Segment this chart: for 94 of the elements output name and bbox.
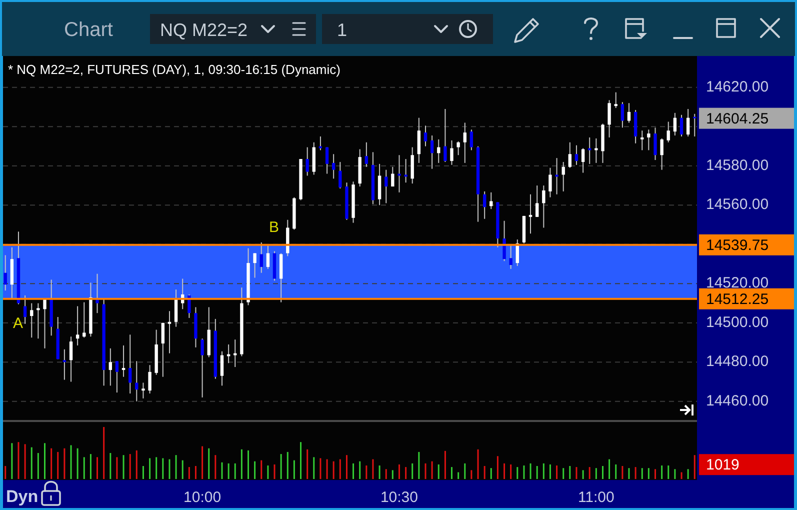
candlestick	[364, 142, 368, 168]
candlestick	[594, 138, 598, 164]
text: 14604.25	[706, 110, 769, 127]
candlestick	[444, 108, 447, 162]
x-tick-label: 11:00	[578, 488, 614, 506]
x-tick-label: 10:00	[184, 488, 222, 506]
candlestick	[673, 112, 677, 136]
candlestick	[693, 113, 696, 137]
candlestick	[253, 252, 256, 278]
candlestick	[482, 190, 486, 220]
candlestick	[581, 148, 585, 174]
candlestick	[174, 289, 178, 328]
text: NQ M22=2	[160, 20, 248, 40]
candlestick	[437, 138, 440, 164]
candlestick	[542, 185, 546, 228]
candlestick	[608, 100, 611, 138]
candlestick	[490, 192, 493, 210]
candlestick	[654, 127, 657, 160]
candlestick	[108, 348, 112, 386]
candlestick	[4, 254, 7, 291]
candlestick	[424, 125, 428, 147]
candlestick	[23, 294, 27, 324]
candlestick	[62, 348, 66, 380]
candlestick	[620, 102, 624, 128]
candlestick	[398, 154, 401, 193]
candlestick	[82, 302, 86, 338]
candlestick	[161, 322, 165, 378]
candlestick	[647, 129, 650, 151]
x-tick-label: 10:30	[380, 488, 418, 506]
candlestick	[456, 140, 460, 156]
candlestick	[509, 244, 512, 270]
candlestick	[332, 154, 336, 180]
candlestick	[220, 350, 224, 386]
candlestick	[69, 336, 73, 382]
candlestick	[266, 244, 270, 270]
candlestick	[588, 136, 592, 164]
candlestick	[574, 144, 578, 166]
candlestick	[188, 294, 191, 318]
candlestick	[463, 122, 466, 164]
candlestick	[450, 140, 454, 166]
candlestick	[338, 161, 342, 189]
candlestick	[502, 220, 506, 262]
text: 1	[337, 20, 348, 40]
candlestick	[528, 194, 532, 234]
candlestick	[548, 167, 552, 198]
candlestick	[325, 146, 329, 174]
candlestick	[378, 163, 382, 206]
candlestick	[562, 161, 565, 192]
candlestick	[404, 158, 408, 184]
candlestick	[614, 92, 618, 108]
candlestick	[43, 298, 46, 349]
ref-line-label: 14512.25	[706, 290, 769, 308]
candlestick	[470, 129, 474, 151]
candlestick	[30, 302, 34, 338]
candlestick	[660, 138, 664, 170]
y-tick-label: 14520.00	[706, 274, 769, 292]
candlestick	[36, 302, 40, 340]
candlestick	[122, 344, 126, 378]
text: Dyn	[6, 486, 38, 506]
candlestick	[148, 364, 152, 394]
candlestick	[135, 360, 138, 402]
candlestick	[391, 166, 394, 187]
candlestick	[627, 102, 631, 124]
candlestick	[430, 134, 434, 170]
y-tick-label: 14500.00	[706, 313, 769, 330]
candlestick	[128, 334, 132, 394]
candlestick	[384, 169, 388, 204]
candlestick	[666, 121, 670, 143]
text: 1019	[706, 456, 740, 474]
candlestick	[168, 310, 172, 354]
candlestick	[555, 158, 558, 195]
ref-line-label: 14539.75	[706, 236, 769, 254]
candlestick	[306, 146, 309, 176]
candlestick	[417, 117, 421, 164]
candlestick	[142, 382, 145, 399]
candlestick	[535, 185, 539, 218]
candlestick	[680, 114, 684, 137]
y-tick-label: 14620.00	[706, 78, 769, 95]
text: * NQ M22=2, FUTURES (DAY), 1, 09:30-16:15 (Dynamic)	[8, 62, 340, 76]
candlestick	[200, 338, 204, 398]
y-tick-label: 14560.00	[706, 196, 769, 213]
text: Chart	[64, 19, 114, 41]
candlestick	[568, 142, 572, 168]
candlestick	[410, 146, 414, 184]
candlestick	[260, 242, 263, 274]
annotation: B	[268, 218, 280, 236]
y-tick-label: 14480.00	[706, 352, 769, 370]
y-tick-label: 14460.00	[706, 392, 769, 409]
candlestick	[640, 130, 644, 151]
annotation: A	[12, 314, 24, 332]
candlestick	[686, 108, 690, 137]
candlestick	[115, 360, 119, 394]
y-tick-label: 14580.00	[706, 156, 769, 174]
candlestick	[76, 306, 80, 346]
